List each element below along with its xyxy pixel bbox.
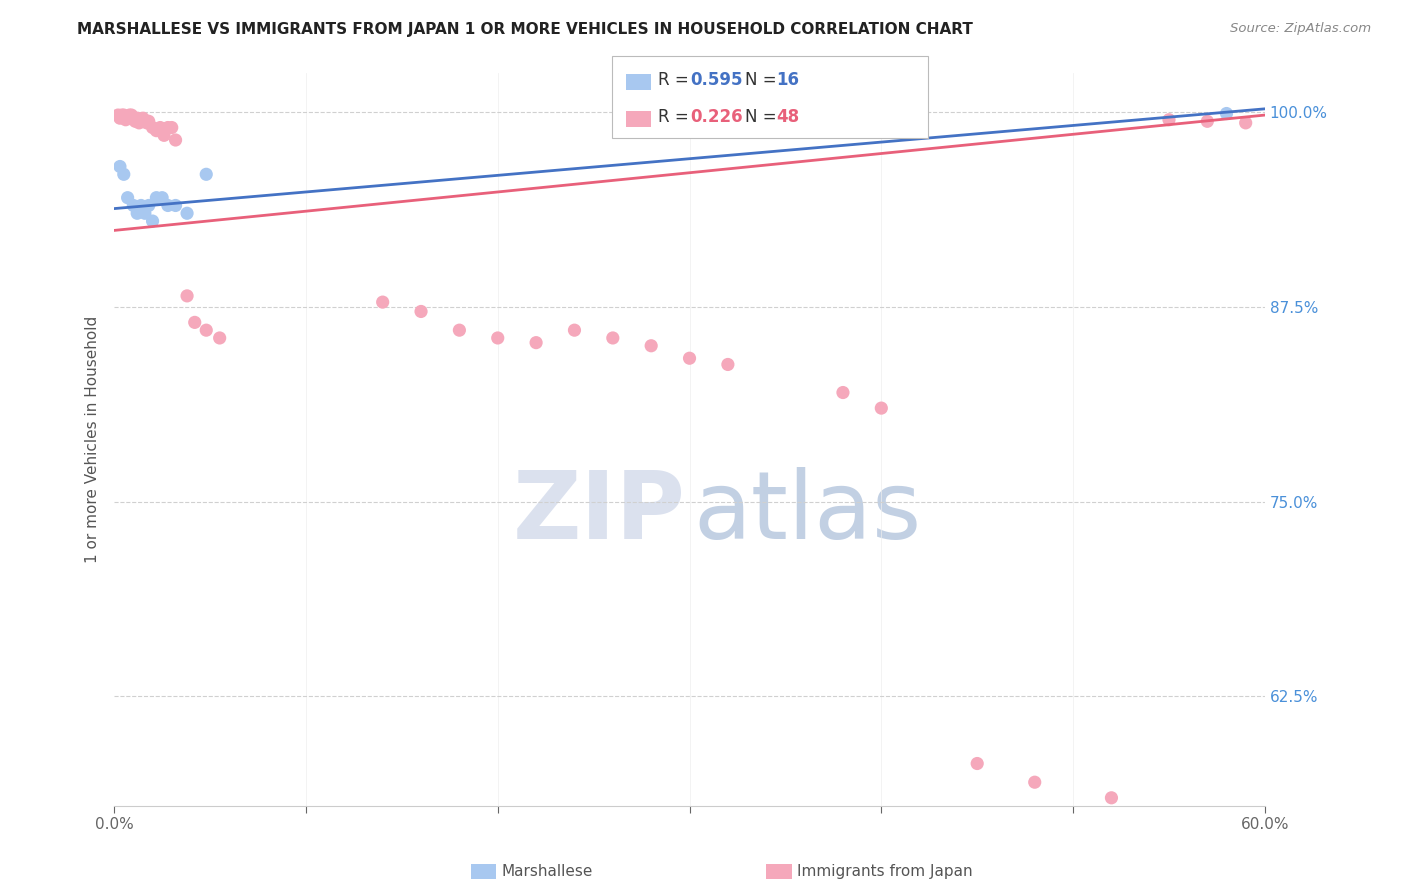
Point — [128, 116, 150, 130]
Point — [122, 198, 145, 212]
Text: Source: ZipAtlas.com: Source: ZipAtlas.com — [1230, 22, 1371, 36]
Text: atlas: atlas — [693, 467, 921, 558]
Text: 48: 48 — [776, 108, 799, 126]
Y-axis label: 1 or more Vehicles in Household: 1 or more Vehicles in Household — [86, 316, 100, 563]
Point — [717, 358, 740, 372]
Point — [134, 114, 156, 128]
Point — [120, 108, 142, 122]
Point — [107, 108, 129, 122]
Point — [564, 323, 586, 337]
Point — [112, 167, 135, 181]
Point — [117, 191, 139, 205]
Text: R =: R = — [658, 108, 695, 126]
Point — [165, 198, 187, 212]
Point — [111, 108, 134, 122]
Point — [135, 116, 157, 130]
Point — [156, 198, 179, 212]
Point — [678, 351, 700, 366]
Text: 0.226: 0.226 — [690, 108, 742, 126]
Point — [127, 111, 149, 125]
Text: 16: 16 — [776, 71, 799, 89]
Point — [1101, 790, 1123, 805]
Point — [112, 108, 135, 122]
Point — [176, 289, 198, 303]
Point — [966, 756, 988, 771]
Text: Immigrants from Japan: Immigrants from Japan — [797, 864, 973, 879]
Point — [184, 315, 207, 329]
Point — [165, 133, 187, 147]
Point — [1292, 111, 1315, 125]
Point — [129, 114, 152, 128]
Point — [108, 111, 131, 125]
Point — [118, 108, 141, 122]
Point — [640, 339, 662, 353]
Point — [114, 112, 136, 127]
Point — [138, 114, 160, 128]
Point — [1234, 116, 1257, 130]
Point — [1157, 112, 1180, 127]
Text: Marshallese: Marshallese — [502, 864, 593, 879]
Point — [132, 111, 155, 125]
Text: N =: N = — [745, 71, 782, 89]
Text: MARSHALLESE VS IMMIGRANTS FROM JAPAN 1 OR MORE VEHICLES IN HOUSEHOLD CORRELATION: MARSHALLESE VS IMMIGRANTS FROM JAPAN 1 O… — [77, 22, 973, 37]
Point — [122, 111, 145, 125]
Point — [195, 323, 218, 337]
Point — [145, 123, 167, 137]
Point — [141, 120, 163, 135]
Point — [1024, 775, 1046, 789]
Point — [1197, 114, 1219, 128]
Point — [449, 323, 471, 337]
Point — [160, 120, 183, 135]
Point — [134, 206, 156, 220]
Point — [1215, 106, 1237, 120]
Point — [138, 198, 160, 212]
Text: ZIP: ZIP — [513, 467, 686, 558]
Point — [870, 401, 893, 416]
Point — [117, 111, 139, 125]
Point — [1350, 112, 1372, 127]
Point — [149, 120, 172, 135]
Point — [176, 206, 198, 220]
Point — [156, 120, 179, 135]
Point — [486, 331, 509, 345]
Point — [409, 304, 432, 318]
Point — [602, 331, 624, 345]
Text: N =: N = — [745, 108, 782, 126]
Text: R =: R = — [658, 71, 695, 89]
Text: 0.595: 0.595 — [690, 71, 742, 89]
Point — [124, 114, 146, 128]
Point — [127, 206, 149, 220]
Point — [371, 295, 394, 310]
Point — [153, 128, 176, 143]
Point — [145, 191, 167, 205]
Point — [524, 335, 547, 350]
Point — [208, 331, 231, 345]
Point — [129, 198, 152, 212]
Point — [195, 167, 218, 181]
Point — [832, 385, 855, 400]
Point — [141, 214, 163, 228]
Point — [150, 191, 173, 205]
Point — [108, 160, 131, 174]
